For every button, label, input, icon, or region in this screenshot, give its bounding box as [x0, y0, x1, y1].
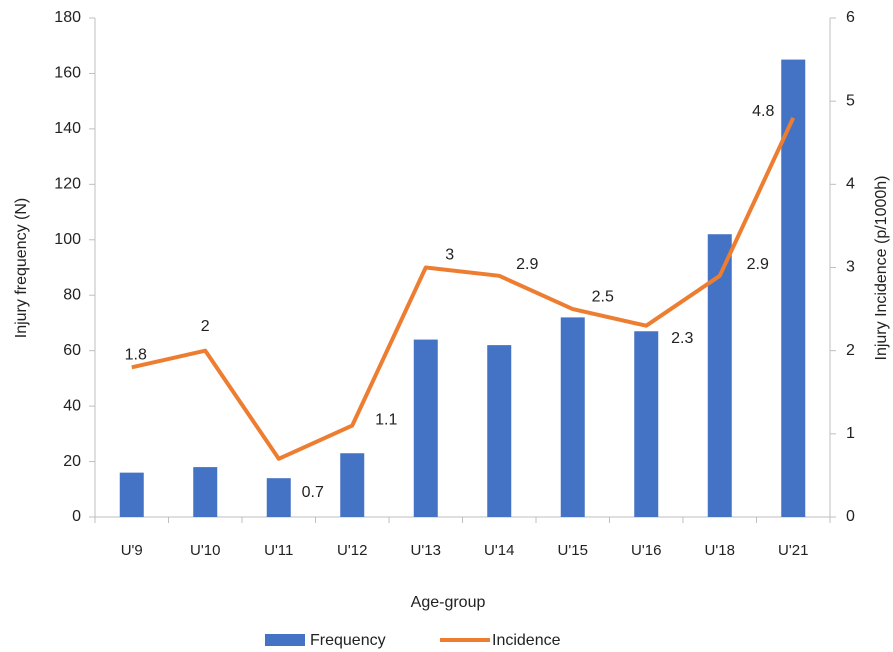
bar [634, 331, 659, 517]
data-label: 3 [445, 247, 454, 264]
line [131, 116, 796, 461]
y2-tick-label: 2 [846, 342, 855, 359]
x-tick-label: U'14 [484, 542, 514, 559]
data-label: 2.3 [671, 330, 693, 347]
x-tick-label: U'11 [264, 542, 293, 559]
data-label: 1.1 [375, 412, 397, 429]
legend-label: Incidence [492, 632, 561, 649]
y2-axis-label: Injury Incidence (p/1000h) [873, 176, 890, 361]
x-axis-label: Age-group [411, 594, 486, 611]
y-tick-label: 0 [72, 508, 81, 525]
x-tick-label: U'13 [411, 542, 441, 559]
bar [266, 478, 291, 517]
y-tick-label: 40 [63, 397, 81, 414]
x-tick-label: U'15 [558, 542, 588, 559]
legend-label: Frequency [310, 632, 386, 649]
y2-tick-label: 3 [846, 259, 855, 276]
data-label: 4.8 [752, 103, 774, 120]
x-tick-label: U'9 [121, 542, 143, 559]
y-tick-label: 120 [54, 176, 81, 193]
y-tick-label: 100 [54, 231, 81, 248]
bar [560, 317, 585, 517]
y2-tick-label: 0 [846, 508, 855, 525]
y-tick-label: 60 [63, 342, 81, 359]
x-tick-label: U'10 [190, 542, 220, 559]
y-tick-label: 180 [54, 9, 81, 26]
y2-tick-label: 6 [846, 9, 855, 26]
bar [193, 467, 218, 517]
bar [340, 453, 365, 517]
bar [781, 59, 806, 517]
y-tick-label: 80 [63, 286, 81, 303]
data-label: 1.8 [125, 347, 147, 364]
y-tick-label: 140 [54, 120, 81, 137]
data-label: 2 [201, 318, 210, 335]
bar [119, 472, 144, 517]
y2-tick-label: 4 [846, 176, 855, 193]
y-tick-label: 20 [63, 453, 81, 470]
y-tick-label: 160 [54, 65, 81, 82]
bar [413, 339, 438, 517]
data-label: 2.9 [747, 256, 769, 273]
y2-tick-label: 5 [846, 92, 855, 109]
data-label: 2.9 [516, 256, 538, 273]
legend-swatch [265, 634, 305, 646]
y-axis-label: Injury frequency (N) [13, 198, 30, 339]
y2-tick-label: 1 [846, 425, 855, 442]
x-tick-label: U'12 [337, 542, 367, 559]
x-tick-label: U'16 [631, 542, 661, 559]
data-label: 0.7 [302, 484, 324, 501]
bar [487, 345, 512, 517]
data-label: 2.5 [592, 288, 614, 305]
x-tick-label: U'21 [778, 542, 808, 559]
x-tick-label: U'18 [705, 542, 735, 559]
